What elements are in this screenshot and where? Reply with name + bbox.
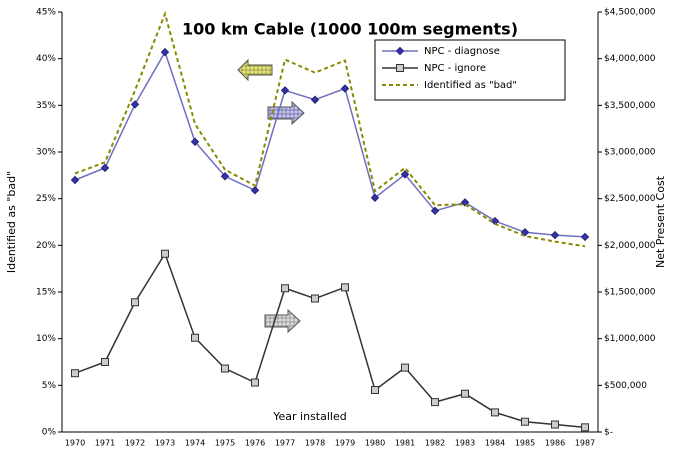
point: [311, 294, 319, 303]
point: [190, 137, 200, 146]
arrow: [264, 308, 301, 334]
x-tick-label: 1980: [365, 439, 385, 448]
point: [341, 283, 349, 292]
y2-tick-label: $1,500,000: [604, 288, 656, 298]
y-tick-label: 35%: [36, 101, 56, 111]
x-tick-label: 1986: [545, 439, 565, 448]
point: [580, 232, 590, 242]
point: [160, 47, 170, 57]
y-axis-label: Identified as "bad": [5, 171, 18, 273]
y-tick-label: 20%: [36, 241, 56, 251]
point: [491, 408, 499, 417]
x-tick-label: 1985: [515, 439, 535, 448]
point: [161, 249, 169, 258]
point: [131, 298, 139, 307]
point: [250, 186, 260, 195]
point: [430, 206, 440, 216]
point: [280, 86, 290, 95]
y-tick-label: 15%: [36, 288, 56, 298]
y-tick-label: 25%: [36, 194, 56, 204]
x-tick-label: 1971: [95, 439, 115, 448]
y-tick-label: 40%: [36, 54, 56, 64]
x-axis-label: Year installed: [272, 410, 346, 423]
series-line: [74, 10, 586, 248]
point: [220, 172, 230, 181]
x-tick-label: 1987: [575, 439, 595, 448]
point: [221, 364, 229, 373]
point: [370, 193, 380, 202]
y2-tick-label: $1,000,000: [604, 334, 656, 344]
y2-axis-label: Net Present Cost: [654, 175, 667, 268]
legend-marker: [395, 46, 405, 56]
x-tick-label: 1970: [65, 439, 85, 448]
y-tick-label: 5%: [42, 381, 57, 391]
point: [551, 420, 559, 429]
y2-tick-label: $2,500,000: [604, 194, 656, 204]
legend-label: NPC - ignore: [424, 63, 486, 74]
y2-tick-label: $4,500,000: [604, 8, 656, 18]
point: [340, 84, 350, 93]
point: [520, 228, 530, 237]
x-tick-label: 1973: [155, 439, 175, 448]
y2-tick-label: $2,000,000: [604, 241, 656, 251]
point: [310, 95, 320, 104]
y2-tick-label: $3,000,000: [604, 148, 656, 158]
point: [460, 198, 470, 207]
x-tick-label: 1976: [245, 439, 265, 448]
point: [101, 358, 109, 366]
series-line: [74, 50, 586, 238]
series-line: [74, 252, 586, 429]
legend-label: NPC - diagnose: [424, 46, 500, 57]
y-tick-label: 10%: [36, 334, 56, 344]
y-tick-label: 45%: [36, 8, 56, 18]
point: [130, 100, 140, 109]
point: [281, 284, 289, 293]
x-tick-label: 1984: [485, 439, 505, 448]
chart-title: 100 km Cable (1000 100m segments): [182, 20, 518, 39]
y2-tick-label: $3,500,000: [604, 101, 656, 111]
x-tick-label: 1972: [125, 439, 145, 448]
point: [431, 398, 439, 407]
point: [100, 163, 110, 173]
x-tick-label: 1977: [275, 439, 295, 448]
x-tick-label: 1974: [185, 439, 205, 448]
point: [71, 369, 79, 378]
point: [400, 170, 410, 179]
legend-marker: [396, 64, 404, 72]
x-tick-label: 1979: [335, 439, 355, 448]
x-tick-label: 1983: [455, 439, 475, 448]
point: [191, 333, 199, 342]
point: [550, 230, 560, 240]
arrow: [237, 58, 273, 82]
y-tick-label: 0%: [42, 428, 57, 438]
y2-tick-label: $4,000,000: [604, 54, 656, 64]
y2-tick-label: $-: [604, 428, 613, 438]
x-tick-label: 1975: [215, 439, 235, 448]
legend-label: Identified as "bad": [424, 80, 517, 91]
point: [461, 389, 469, 398]
point: [371, 386, 379, 394]
point: [70, 175, 80, 185]
legend: [374, 39, 566, 101]
point: [401, 363, 409, 372]
x-tick-label: 1982: [425, 439, 445, 448]
y2-tick-label: $500,000: [604, 381, 647, 391]
point: [251, 378, 259, 387]
point: [521, 417, 529, 426]
point: [581, 423, 589, 432]
y-tick-label: 30%: [36, 148, 56, 158]
x-tick-label: 1978: [305, 439, 325, 448]
x-tick-label: 1981: [395, 439, 415, 448]
